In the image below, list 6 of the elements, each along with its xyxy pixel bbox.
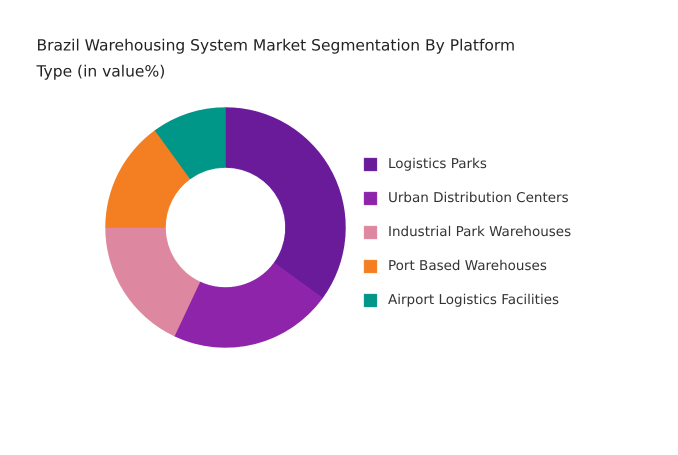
legend-label: Airport Logistics Facilities — [388, 292, 560, 308]
legend-label: Logistics Parks — [388, 156, 487, 172]
chart-title: Brazil Warehousing System Market Segmentation By Platform Type (in value%) — [36, 36, 516, 80]
legend-label: Port Based Warehouses — [388, 258, 547, 274]
legend-label: Urban Distribution Centers — [388, 190, 569, 206]
legend-label: Industrial Park Warehouses — [388, 224, 572, 240]
